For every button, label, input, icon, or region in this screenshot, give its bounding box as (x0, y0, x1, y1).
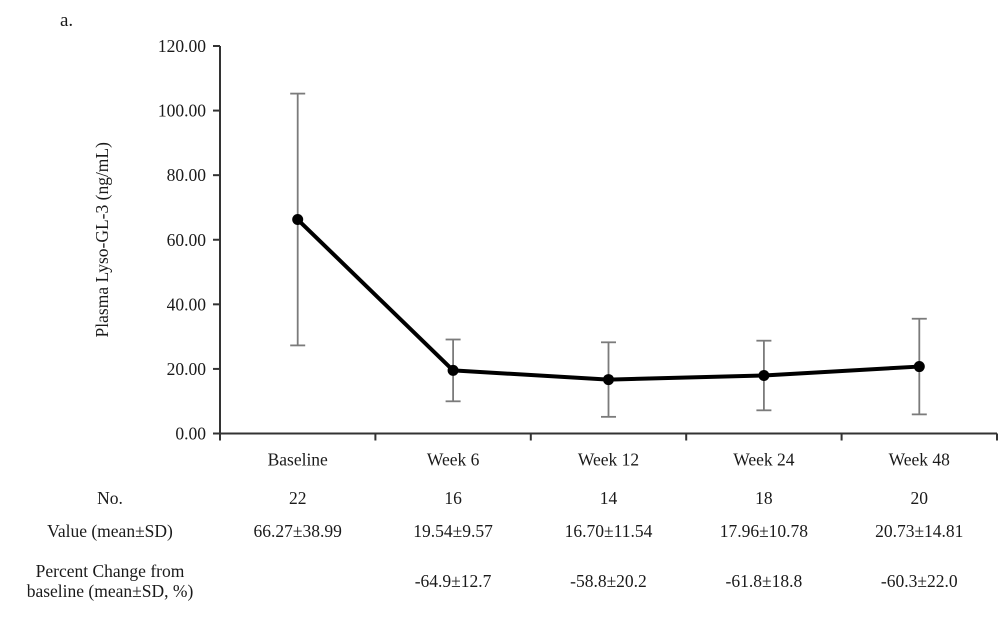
x-axis-ticks: Baseline Week 6 Week 12 Week 24 Week 48 (219, 433, 998, 470)
table-cell: 20 (910, 487, 929, 508)
x-category-label: Baseline (268, 450, 328, 470)
table-cell: 20.73±14.81 (875, 520, 964, 541)
y-axis-title: Plasma Lyso-GL-3 (ng/mL) (92, 142, 112, 338)
table-cell: 66.27±38.99 (253, 520, 342, 541)
x-category-label: Week 12 (578, 450, 639, 470)
table-cell: -60.3±22.0 (880, 570, 958, 591)
error-bars (290, 92, 927, 418)
summary-table: No. 22 16 14 18 20 Value (mean±SD) 66.27… (0, 482, 998, 614)
table-cell: 19.54±9.57 (413, 520, 493, 541)
data-point (603, 374, 614, 386)
row-label-percent-change: Percent Change from baseline (mean±SD, %… (26, 560, 194, 601)
row-label-no: No. (97, 487, 123, 508)
y-axis-ticks: 0.00 20.00 40.00 60.00 80.00 100.00 120.00 (158, 36, 220, 444)
table-cell: -64.9±12.7 (414, 570, 492, 591)
table-cell: 14 (599, 487, 618, 508)
x-category-label: Week 48 (889, 450, 951, 470)
y-tick-label: 80.00 (167, 165, 207, 185)
y-tick-label: 60.00 (167, 230, 207, 250)
chart-area: 0.00 20.00 40.00 60.00 80.00 100.00 120.00 Base… (92, 36, 998, 470)
y-tick-label: 100.00 (158, 101, 206, 121)
y-tick-label: 40.00 (167, 294, 207, 314)
row-label-value: Value (mean±SD) (47, 520, 173, 541)
table-cell: 16 (444, 487, 462, 508)
data-point (758, 370, 770, 382)
panel-label: a. (60, 10, 74, 31)
data-point (913, 361, 925, 373)
table-cell: 17.96±10.78 (719, 520, 809, 541)
y-tick-label: 0.00 (175, 424, 206, 444)
y-tick-label: 20.00 (167, 359, 207, 379)
x-category-label: Week 6 (427, 450, 480, 470)
line-chart: 0.00 20.00 40.00 60.00 80.00 100.00 120.00 Base… (92, 36, 998, 470)
table-cell: -58.8±20.2 (570, 570, 647, 591)
data-point-markers (292, 214, 925, 386)
table-cell: 22 (288, 487, 307, 508)
table-cell: 18 (755, 487, 773, 508)
data-point (292, 214, 304, 226)
x-category-label: Week 24 (733, 450, 795, 470)
table-cell (220, 548, 375, 614)
y-tick-label: 120.00 (158, 36, 206, 56)
data-point (447, 364, 459, 376)
table-cell: -61.8±18.8 (725, 570, 803, 591)
table-cell: 16.70±11.54 (564, 520, 653, 541)
